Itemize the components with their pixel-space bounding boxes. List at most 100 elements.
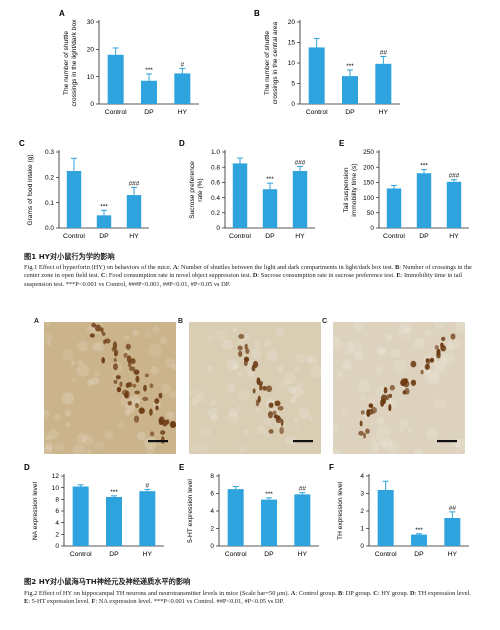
tissue-texture: [294, 365, 301, 373]
tissue-texture: [54, 413, 62, 421]
tissue-texture: [407, 428, 413, 434]
bar: [72, 486, 89, 546]
tissue-texture: [455, 322, 465, 331]
y-tick-label: 250: [363, 149, 374, 156]
y-tick-label: 2: [210, 526, 214, 533]
tissue-texture: [44, 434, 51, 441]
tissue-texture: [369, 397, 376, 404]
tissue-texture: [434, 322, 446, 330]
th-neuron: [410, 379, 417, 386]
photo-label-c: C: [322, 318, 328, 325]
tissue-texture: [294, 426, 299, 431]
y-axis-label: The number of shuttle: [63, 31, 70, 95]
th-neuron: [89, 333, 95, 338]
caption-text: : Number of shuttles between the light a…: [177, 264, 396, 271]
x-tick-label: HY: [178, 109, 188, 116]
y-tick-label: 10: [87, 74, 95, 81]
y-tick-label: 30: [87, 19, 95, 26]
tissue-texture: [93, 441, 105, 452]
caption-panel-letter: B: [337, 590, 343, 597]
tissue-texture: [207, 365, 214, 372]
bar: [139, 491, 156, 546]
tissue-texture: [46, 340, 52, 346]
th-neuron: [237, 345, 243, 351]
y-tick-label: 0: [216, 225, 220, 232]
tissue-texture: [242, 429, 249, 436]
tissue-texture: [347, 340, 362, 355]
th-neuron: [363, 432, 367, 439]
tissue-texture: [124, 409, 132, 416]
tissue-texture: [222, 339, 233, 350]
x-tick-label: DP: [264, 551, 274, 558]
tissue-texture: [196, 392, 207, 403]
x-tick-label: Control: [375, 551, 397, 558]
caption-panel-letter: B: [395, 264, 400, 271]
y-tick-label: 4: [210, 508, 214, 515]
th-neuron: [425, 358, 431, 365]
th-neuron: [125, 343, 131, 350]
th-neuron: [243, 359, 248, 367]
tissue-texture: [333, 449, 343, 454]
th-neuron: [112, 341, 118, 350]
scale-bar: [293, 440, 313, 443]
th-neuron: [388, 393, 393, 399]
th-neuron: [112, 363, 118, 371]
tissue-texture: [65, 422, 71, 428]
tissue-texture: [393, 359, 407, 373]
tissue-texture: [86, 449, 92, 454]
tissue-texture: [397, 329, 411, 342]
chart-1b: B 0 5 10 15 20 The number of shuttle crossings …: [254, 9, 400, 116]
tissue-texture: [398, 324, 408, 334]
th-neuron: [436, 351, 441, 359]
tissue-texture: [308, 415, 314, 421]
y-tick-label: 8: [210, 473, 214, 480]
th-neuron: [95, 324, 102, 332]
bar: [126, 195, 142, 228]
th-neuron: [256, 377, 261, 385]
tissue-texture: [293, 394, 298, 400]
caption-text: : 5-HT expression level.: [28, 598, 92, 606]
caption-panel-letter: A: [290, 590, 296, 597]
th-neuron: [119, 381, 123, 387]
bar: [292, 171, 308, 228]
tissue-texture: [131, 395, 141, 405]
th-neuron: [358, 430, 364, 436]
tissue-texture: [237, 405, 242, 411]
bar: [446, 181, 462, 228]
significance-mark: ***: [346, 63, 354, 70]
tissue-texture: [76, 364, 90, 377]
photo-dp-group: [189, 322, 321, 454]
tissue-texture: [289, 396, 297, 404]
tissue-texture: [443, 353, 456, 365]
th-neuron: [133, 415, 140, 423]
chart-2d: D 0 2 4 6 8 10 12 NA expression level Control *** D…: [24, 463, 164, 558]
bar: [66, 171, 82, 228]
caption-panel-letter: E: [396, 272, 401, 280]
th-neuron: [115, 349, 119, 356]
tissue-texture: [376, 368, 383, 374]
x-tick-label: HY: [129, 233, 139, 240]
bar: [342, 76, 358, 104]
tissue-texture: [151, 408, 156, 413]
tissue-texture: [413, 338, 425, 349]
tissue-texture: [165, 358, 176, 368]
tissue-texture: [266, 349, 279, 362]
tissue-texture: [424, 369, 439, 384]
tissue-texture: [62, 348, 74, 361]
tissue-texture: [238, 445, 247, 454]
th-neuron: [441, 336, 446, 342]
tissue-texture: [237, 388, 250, 401]
th-neuron: [135, 403, 139, 409]
y-axis-label: 5-HT expression level: [187, 479, 194, 543]
th-neuron: [150, 431, 155, 437]
tissue-texture: [444, 342, 454, 351]
panel-label: F: [329, 463, 334, 472]
tissue-texture: [434, 361, 447, 374]
caption-text: : NA expression level. ***P<0.001 vs Con…: [95, 598, 284, 606]
panel-label: E: [339, 139, 345, 148]
tissue-texture: [333, 335, 340, 342]
tissue-texture: [77, 359, 83, 366]
th-neuron: [127, 401, 133, 406]
bar: [375, 63, 392, 104]
tissue-texture: [190, 441, 201, 453]
